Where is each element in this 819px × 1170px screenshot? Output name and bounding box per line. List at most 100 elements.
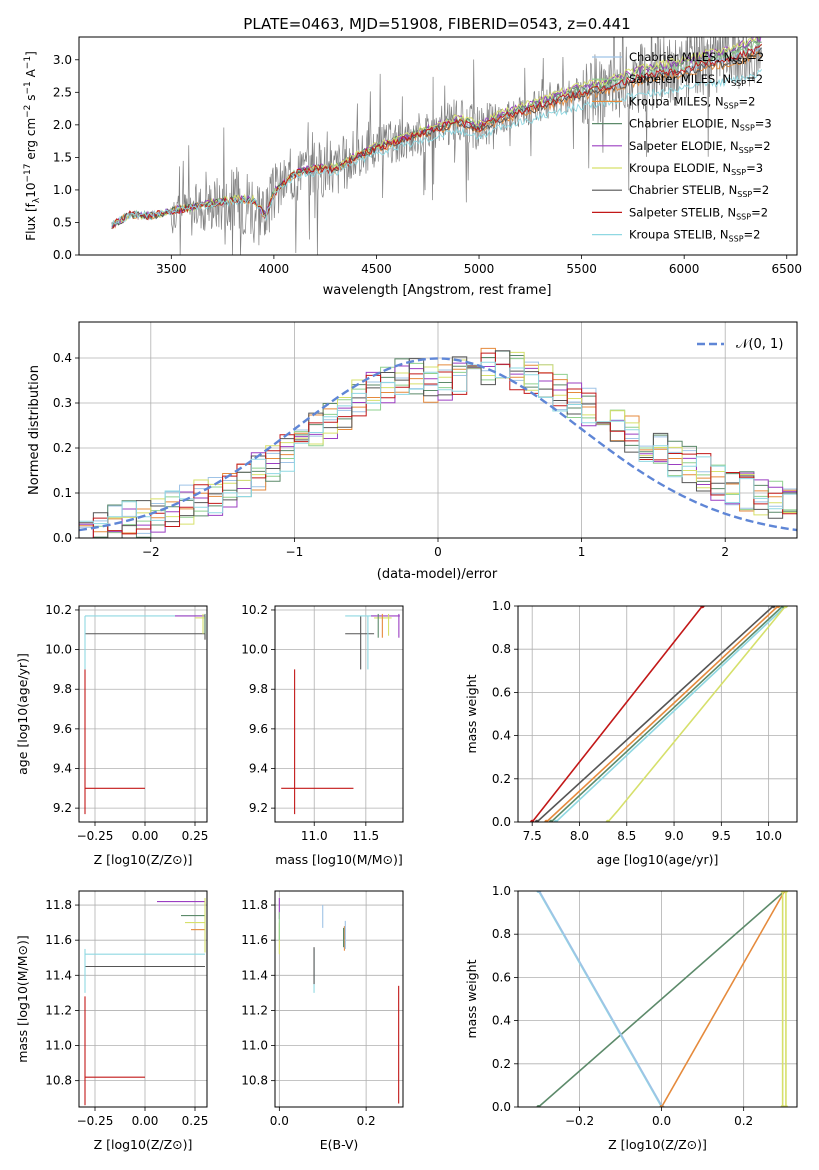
plot-area — [529, 606, 788, 822]
y-tick-label: 0.4 — [492, 1014, 511, 1028]
y-tick-label: 2.5 — [53, 85, 72, 99]
axes-border — [78, 36, 798, 256]
x-tick-label: 1 — [578, 545, 586, 559]
x-tick-label: 0.2 — [357, 1114, 376, 1128]
grid-lines — [518, 605, 797, 823]
line-startpoint-marker — [605, 819, 611, 822]
x-tick-label: 8.0 — [570, 829, 589, 843]
legend-entry: Kroupa MILES, NSSP=2 — [629, 94, 755, 110]
y-axis-label: mass weight — [464, 674, 479, 753]
y-tick-label: 11.6 — [45, 933, 72, 947]
y-tick-label: 9.4 — [53, 761, 72, 775]
y-tick-label: 11.6 — [241, 933, 268, 947]
axes-frame: −2 −1 0 1 2 0.0 0.1 0.2 0.3 0.4 (data-model)/error… — [27, 321, 798, 582]
line-endpoint-marker — [775, 606, 781, 609]
x-tick-label: 8.5 — [617, 829, 636, 843]
y-tick-label: 10.8 — [45, 1074, 72, 1088]
figure-title: PLATE=0463, MJD=51908, FIBERID=0543, z=0… — [243, 15, 630, 33]
y-tick-label: 0.3 — [53, 396, 72, 410]
axes-frame: 0.0 0.2 10.8 11.0 11.2 11.4 11.6 11.8 E(B-V) — [241, 890, 404, 1152]
x-tick-label: 0.25 — [182, 1114, 209, 1128]
line-startpoint-marker — [534, 819, 540, 822]
y-axis-label: mass [log10(M/M⊙)] — [15, 935, 30, 1063]
legend-entry: 𝒩(0, 1) — [736, 337, 783, 352]
axes-frame: −0.25 0.00 0.25 9.2 9.4 9.6 9.8 10.0 10.2 Z [log1… — [15, 603, 208, 867]
residual-histogram-step — [79, 351, 797, 538]
y-tick-label: 11.4 — [45, 968, 72, 982]
x-tick-label: 0.0 — [270, 1114, 289, 1128]
line-startpoint-marker — [553, 819, 559, 822]
legend-entry: Salpeter MILES, NSSP=2 — [629, 72, 763, 88]
y-tick-label: 0.5 — [53, 215, 72, 229]
y-axis-label: age [log10(age/yr)] — [15, 653, 30, 775]
y-tick-label: 11.2 — [45, 1003, 72, 1017]
normal-distribution-curve — [79, 357, 797, 532]
grid-lines — [518, 890, 797, 1108]
age-vs-mass-plot: 11.0 11.5 9.2 9.4 9.6 9.8 10.0 10.2 mass [log10(… — [241, 603, 404, 867]
x-axis-label: Z [log10(Z/Z⊙)] — [608, 1137, 707, 1152]
axes-frame: 7.5 8.0 8.5 9.0 9.5 10.0 0.0 0.2 0.4 0.6 0.8 1.0 age… — [464, 599, 798, 867]
mass-vs-metallicity-plot: −0.25 0.00 0.25 10.8 11.0 11.2 11.4 11.6 11.8 Z [… — [15, 890, 209, 1152]
axes-border — [274, 605, 404, 823]
residual-histogram-plot: −2 −1 0 1 2 0.0 0.1 0.2 0.3 0.4 (data-model)/error… — [27, 321, 798, 582]
x-tick-label: −1 — [286, 545, 304, 559]
y-tick-label: 0.2 — [492, 1057, 511, 1071]
y-tick-label: 11.8 — [241, 898, 268, 912]
y-tick-label: 0.1 — [53, 486, 72, 500]
cumulative-weight-line — [545, 606, 779, 822]
legend: Chabrier MILES, NSSP=2 Salpeter MILES, NS… — [592, 50, 772, 244]
x-tick-label: 4500 — [361, 262, 392, 276]
line-startpoint-marker — [544, 819, 549, 822]
mass-weight-vs-age-plot: 7.5 8.0 8.5 9.0 9.5 10.0 0.0 0.2 0.4 0.6 0.8 1.0 age… — [464, 599, 798, 867]
x-tick-label: 11.5 — [352, 829, 379, 843]
y-tick-label: 9.6 — [53, 722, 72, 736]
line-endpoint-marker — [771, 606, 776, 609]
y-tick-label: 0.6 — [492, 970, 511, 984]
x-tick-label: 10.0 — [755, 829, 782, 843]
model-spectrum-line — [111, 37, 762, 228]
y-tick-label: 0.4 — [53, 351, 72, 365]
x-tick-label: 0.2 — [734, 1114, 753, 1128]
grid-lines — [275, 891, 403, 1107]
legend-entry: Kroupa STELIB, NSSP=2 — [629, 228, 760, 244]
legend: 𝒩(0, 1) — [697, 337, 783, 352]
x-tick-label: −0.25 — [77, 829, 114, 843]
axes-frame: 3500 4000 4500 5000 5500 6000 6500 0.0 0.5 1.0 1.5… — [23, 36, 802, 298]
model-spectrum-line — [111, 43, 763, 229]
grid-lines — [79, 606, 207, 822]
y-tick-label: 10.0 — [45, 643, 72, 657]
axes-frame: −0.2 0.0 0.2 0.0 0.2 0.4 0.6 0.8 1.0 Z [log10(Z/Z… — [464, 884, 798, 1152]
plot-area — [111, 37, 763, 255]
y-tick-label: 0.6 — [492, 685, 511, 699]
plot-area — [79, 347, 797, 538]
x-axis-label: Z [log10(Z/Z⊙)] — [94, 852, 193, 867]
line-startpoint-marker — [529, 819, 535, 822]
y-tick-label: 9.2 — [249, 801, 268, 815]
axes-frame: −0.25 0.00 0.25 10.8 11.0 11.2 11.4 11.6 11.8 Z [… — [15, 890, 209, 1152]
x-axis-label: (data-model)/error — [377, 567, 498, 582]
plot-area — [536, 891, 788, 1107]
cumulative-weight-line — [536, 606, 774, 822]
x-tick-label: 5500 — [566, 262, 597, 276]
y-tick-label: 10.8 — [241, 1074, 268, 1088]
residual-histogram-step — [79, 361, 797, 538]
x-tick-label: 3500 — [156, 262, 187, 276]
legend-entry: Kroupa ELODIE, NSSP=3 — [629, 161, 763, 177]
x-tick-label: 7.5 — [523, 829, 542, 843]
y-tick-label: 11.4 — [241, 968, 268, 982]
x-tick-label: 0.00 — [132, 829, 159, 843]
y-tick-label: 11.8 — [45, 898, 72, 912]
y-axis-label: Flux [fλ10−17 erg cm−2 s−1 A−1] — [23, 51, 42, 241]
y-tick-label: 11.2 — [241, 1003, 268, 1017]
y-tick-label: 1.0 — [53, 183, 72, 197]
spectrum-plot: 3500 4000 4500 5000 5500 6000 6500 0.0 0.5 1.0 1.5… — [23, 36, 802, 298]
axes-border — [517, 605, 798, 823]
x-axis-label: E(B-V) — [320, 1137, 359, 1152]
cumulative-weight-line — [531, 606, 704, 822]
y-tick-label: 0.8 — [492, 927, 511, 941]
grid-lines — [275, 606, 403, 822]
y-tick-label: 11.0 — [45, 1039, 72, 1053]
x-tick-label: 6000 — [669, 262, 700, 276]
y-tick-label: 0.2 — [53, 441, 72, 455]
x-tick-label: 2 — [721, 545, 729, 559]
